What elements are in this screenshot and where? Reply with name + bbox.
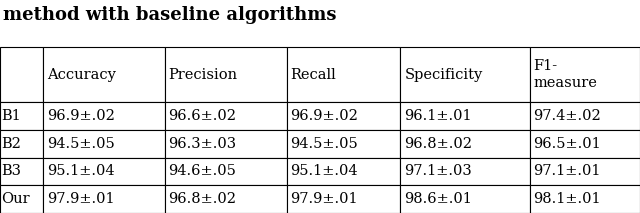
Text: method with baseline algorithms: method with baseline algorithms: [3, 6, 337, 24]
